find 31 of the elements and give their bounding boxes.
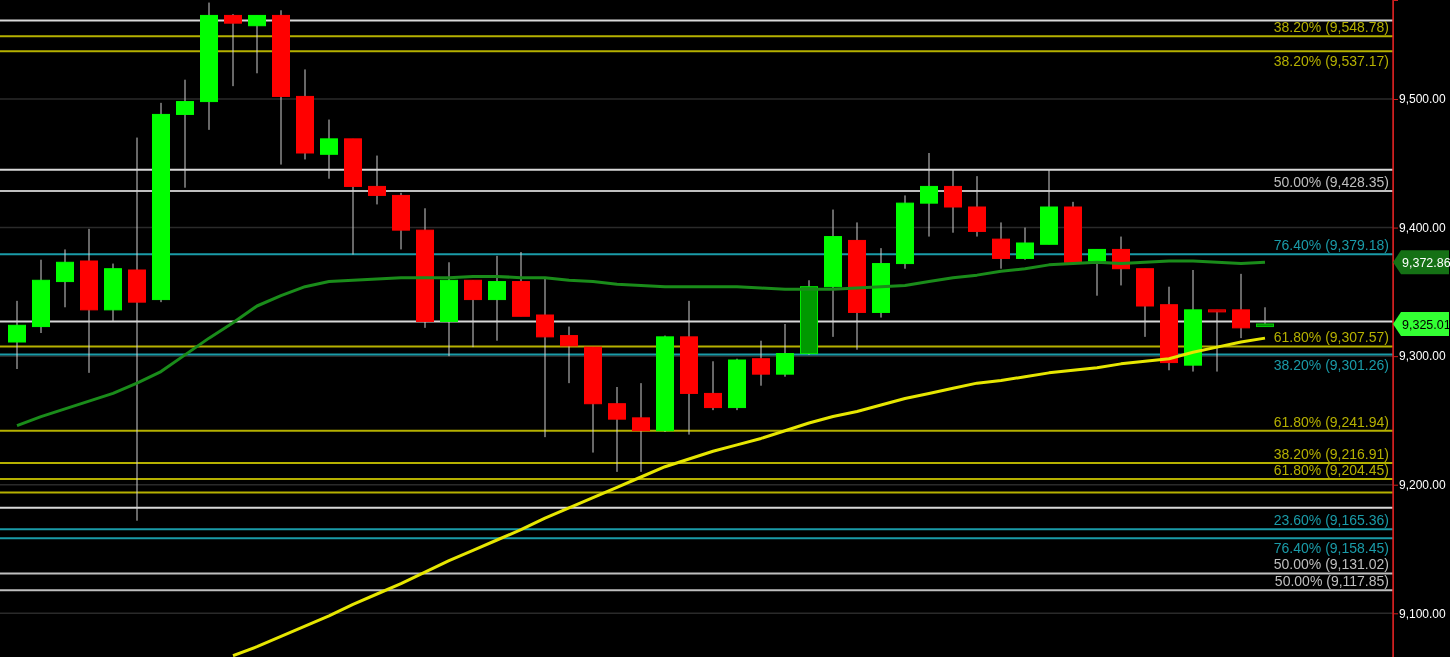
ref-line-label: 23.60% (9,165.36) — [1273, 512, 1389, 529]
ref-line-label: 61.80% (9,204.45) — [1273, 461, 1389, 478]
y-tick-label: 9,400.00 — [1399, 220, 1447, 235]
ref-line-label: 76.40% (9,379.18) — [1273, 237, 1389, 254]
y-tick-label: 9,300.00 — [1399, 349, 1447, 364]
text: 9,372.86 — [1402, 256, 1450, 271]
candlestick — [752, 340, 770, 387]
y-tick-label: 9,500.00 — [1399, 92, 1447, 107]
candlestick — [632, 382, 650, 473]
candlestick — [56, 248, 74, 308]
candlestick — [704, 360, 722, 411]
candlestick — [1088, 248, 1106, 297]
line-series — [231, 336, 1267, 657]
ref-line-label: 61.80% (9,307.57) — [1273, 329, 1389, 346]
ref-line-label: 61.80% (9,241.94) — [1273, 413, 1389, 430]
candlestick — [560, 326, 578, 384]
ref-line-label: 38.20% (9,301.26) — [1273, 356, 1389, 373]
ref-line-label: 76.40% (9,158.45) — [1273, 540, 1389, 557]
ref-line-label: 50.00% (9,428.35) — [1273, 174, 1389, 191]
candlestick — [992, 221, 1010, 270]
candlestick — [608, 386, 626, 473]
ref-line-label: 38.20% (9,216.91) — [1273, 445, 1389, 462]
candlestick — [1016, 227, 1034, 261]
y-tick-label: 9,200.00 — [1399, 478, 1447, 493]
ref-line-label: 50.00% (9,117.85) — [1274, 573, 1389, 590]
text: 9,325.01 — [1402, 317, 1450, 332]
ref-line-label: 38.20% (9,548.78) — [1273, 19, 1389, 36]
candlestick — [776, 323, 794, 378]
ref-line-label: 38.20% (9,537.17) — [1273, 53, 1389, 70]
ref-line-label: 50.00% (9,131.02) — [1273, 556, 1389, 573]
y-tick-label: 9,100.00 — [1399, 606, 1447, 621]
